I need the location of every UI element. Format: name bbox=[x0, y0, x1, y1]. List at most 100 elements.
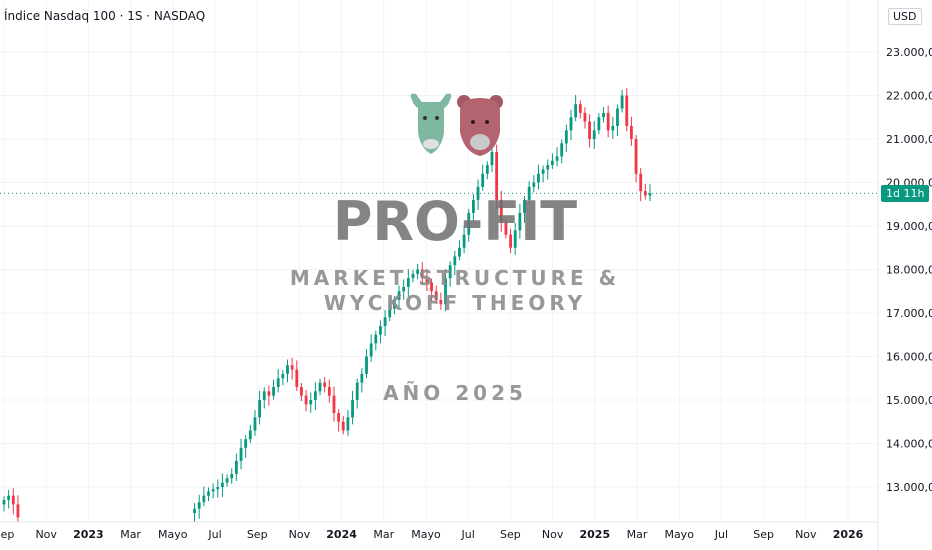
candle-body bbox=[504, 221, 508, 235]
x-tick-label: 2023 bbox=[73, 528, 104, 541]
x-tick-label: Nov bbox=[542, 528, 564, 541]
candle-body bbox=[290, 365, 294, 370]
candle-body bbox=[230, 473, 234, 479]
candle-body bbox=[272, 386, 275, 396]
candle-body bbox=[207, 491, 210, 496]
candle-body bbox=[267, 391, 271, 396]
candle-body bbox=[611, 125, 615, 131]
candle-body bbox=[578, 104, 582, 113]
currency-button[interactable]: USD bbox=[888, 8, 922, 25]
y-tick-label: 19.000,00 bbox=[886, 220, 932, 233]
candle-body bbox=[318, 382, 322, 392]
x-tick-label: Mayo bbox=[158, 528, 188, 541]
candle-body bbox=[7, 495, 11, 501]
candle-body bbox=[16, 504, 20, 518]
candle-body bbox=[216, 487, 220, 490]
x-tick-label: Mayo bbox=[411, 528, 441, 541]
candle-body bbox=[193, 508, 196, 514]
candle-body bbox=[569, 117, 573, 131]
candle-body bbox=[234, 460, 238, 474]
watermark-subtitle-2: WYCKOFF THEORY bbox=[324, 291, 586, 315]
candle-body bbox=[411, 273, 415, 279]
candle-body bbox=[221, 482, 224, 487]
candle-body bbox=[420, 269, 424, 279]
candle-body bbox=[402, 286, 406, 292]
candle-body bbox=[490, 152, 494, 166]
candle-body bbox=[588, 121, 591, 139]
candle-body bbox=[499, 199, 503, 222]
candle-body bbox=[583, 112, 587, 122]
candle-body bbox=[332, 395, 336, 414]
symbol-title[interactable]: Índice Nasdaq 100 · 1S · NASDAQ bbox=[4, 9, 206, 23]
candle-body bbox=[388, 308, 392, 318]
x-tick-label: Jul bbox=[714, 528, 728, 541]
candle-body bbox=[476, 186, 480, 200]
candle-body bbox=[304, 395, 308, 405]
x-tick-label: Mar bbox=[120, 528, 141, 541]
x-tick-label: 2026 bbox=[833, 528, 864, 541]
candle-body bbox=[369, 343, 373, 357]
candle-body bbox=[406, 278, 410, 287]
candle-body bbox=[495, 152, 499, 200]
candle-body bbox=[365, 356, 368, 374]
candle-body bbox=[211, 489, 215, 492]
candle-body bbox=[471, 199, 475, 213]
candle-body bbox=[337, 413, 341, 422]
candle-body bbox=[555, 156, 559, 161]
x-tick-label: Mar bbox=[373, 528, 394, 541]
x-tick-label: Mayo bbox=[664, 528, 694, 541]
watermark-year: AÑO 2025 bbox=[383, 381, 527, 405]
y-tick-label: 17.000,00 bbox=[886, 307, 932, 320]
candle-body bbox=[397, 291, 401, 300]
candle-body bbox=[392, 299, 396, 309]
candle-body bbox=[639, 173, 643, 192]
candle-body bbox=[295, 369, 299, 387]
x-tick-label: Sep bbox=[500, 528, 521, 541]
x-tick-label: 2025 bbox=[579, 528, 610, 541]
candle-body bbox=[625, 95, 629, 126]
x-tick-label: Sep bbox=[0, 528, 14, 541]
watermark-title: PRO-FIT bbox=[333, 190, 577, 253]
y-tick-label: 15.000,00 bbox=[886, 394, 932, 407]
candle-body bbox=[620, 95, 624, 109]
candle-body bbox=[602, 112, 605, 118]
candle-body bbox=[355, 382, 359, 400]
candle-body bbox=[546, 165, 550, 170]
candle-body bbox=[202, 495, 206, 503]
candle-body bbox=[560, 143, 564, 157]
x-tick-label: Sep bbox=[247, 528, 268, 541]
candle-body bbox=[253, 417, 257, 431]
candle-body bbox=[462, 234, 466, 248]
candle-body bbox=[485, 165, 489, 174]
candle-body bbox=[244, 439, 248, 448]
candle-body bbox=[616, 108, 619, 126]
y-tick-label: 14.000,00 bbox=[886, 438, 932, 451]
candle-body bbox=[439, 299, 443, 305]
candle-body bbox=[313, 391, 317, 400]
candle-body bbox=[509, 234, 512, 248]
y-tick-label: 16.000,00 bbox=[886, 351, 932, 364]
candle-body bbox=[453, 256, 457, 266]
candle-body bbox=[327, 386, 331, 396]
x-tick-label: Mar bbox=[627, 528, 648, 541]
candle-body bbox=[346, 417, 350, 431]
candle-body bbox=[537, 173, 540, 183]
candle-body bbox=[425, 278, 429, 283]
y-tick-label: 21.000,00 bbox=[886, 133, 932, 146]
candle-body bbox=[448, 265, 452, 279]
x-tick-label: 2024 bbox=[326, 528, 357, 541]
candle-body bbox=[383, 317, 387, 327]
candle-body bbox=[2, 500, 6, 505]
x-tick-label: Jul bbox=[461, 528, 475, 541]
candle-body bbox=[239, 447, 243, 461]
candle-body bbox=[527, 186, 531, 200]
x-tick-label: Nov bbox=[35, 528, 57, 541]
candle-body bbox=[518, 212, 522, 231]
y-tick-label: 23.000,00 bbox=[886, 46, 932, 59]
candle-body bbox=[374, 334, 378, 344]
candle-body bbox=[481, 173, 485, 187]
candle-body bbox=[467, 212, 471, 235]
x-tick-label: Nov bbox=[289, 528, 311, 541]
